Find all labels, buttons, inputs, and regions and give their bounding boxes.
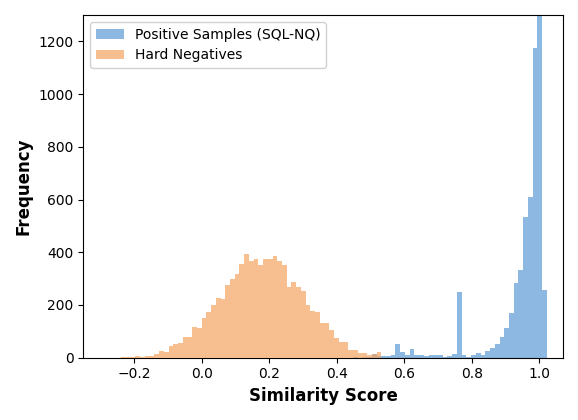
Bar bbox=[438, 354, 443, 358]
Bar bbox=[150, 356, 154, 358]
Bar bbox=[447, 356, 452, 358]
Bar bbox=[334, 338, 339, 358]
Bar bbox=[197, 328, 202, 358]
Bar bbox=[145, 356, 150, 358]
Bar bbox=[353, 350, 358, 358]
Bar bbox=[362, 357, 367, 358]
Bar bbox=[414, 355, 419, 358]
Bar bbox=[140, 357, 145, 358]
Bar bbox=[443, 357, 447, 358]
Bar bbox=[410, 349, 414, 358]
Bar bbox=[169, 346, 173, 358]
Bar bbox=[225, 286, 230, 358]
Bar bbox=[230, 278, 235, 358]
Bar bbox=[376, 356, 381, 358]
Bar bbox=[471, 354, 476, 358]
Bar bbox=[343, 342, 348, 358]
Bar bbox=[532, 48, 538, 358]
Bar bbox=[263, 260, 268, 358]
Bar bbox=[504, 328, 509, 358]
Bar bbox=[457, 292, 462, 358]
Bar bbox=[164, 352, 169, 358]
Bar bbox=[187, 337, 192, 358]
Bar bbox=[154, 354, 159, 358]
Bar bbox=[216, 298, 221, 358]
Bar bbox=[376, 352, 381, 358]
Bar bbox=[419, 355, 424, 358]
Bar bbox=[126, 357, 131, 358]
Bar bbox=[301, 291, 306, 358]
Bar bbox=[538, 0, 542, 358]
Bar bbox=[362, 353, 367, 358]
Bar bbox=[202, 318, 206, 358]
Bar bbox=[367, 355, 372, 358]
Bar bbox=[235, 274, 239, 358]
Bar bbox=[386, 356, 391, 358]
Bar bbox=[428, 355, 434, 358]
Bar bbox=[258, 265, 263, 358]
Bar bbox=[424, 356, 428, 358]
Bar bbox=[434, 355, 438, 358]
Bar bbox=[452, 354, 457, 358]
Bar bbox=[277, 261, 282, 358]
Bar bbox=[480, 354, 486, 358]
Bar bbox=[287, 286, 291, 358]
Bar bbox=[249, 262, 254, 358]
Bar bbox=[528, 197, 532, 358]
Bar bbox=[405, 355, 410, 358]
Bar bbox=[339, 342, 343, 358]
Bar bbox=[254, 260, 258, 358]
Bar bbox=[348, 349, 353, 358]
Bar bbox=[372, 354, 376, 358]
Bar bbox=[320, 323, 325, 358]
Bar bbox=[306, 305, 310, 358]
Bar bbox=[381, 356, 386, 358]
Bar bbox=[514, 283, 518, 358]
Bar bbox=[542, 290, 547, 358]
X-axis label: Similarity Score: Similarity Score bbox=[249, 387, 398, 405]
Bar bbox=[518, 270, 523, 358]
Bar bbox=[495, 344, 499, 358]
Bar bbox=[329, 330, 334, 358]
Bar bbox=[310, 311, 315, 358]
Bar bbox=[221, 299, 225, 358]
Bar bbox=[183, 337, 187, 358]
Bar bbox=[476, 353, 480, 358]
Bar bbox=[372, 354, 376, 358]
Bar bbox=[367, 357, 372, 358]
Bar bbox=[499, 337, 504, 358]
Bar bbox=[400, 352, 405, 358]
Bar bbox=[325, 323, 329, 358]
Bar bbox=[509, 313, 514, 358]
Bar bbox=[282, 265, 287, 358]
Bar bbox=[466, 357, 471, 358]
Bar bbox=[192, 327, 197, 358]
Bar bbox=[159, 351, 164, 358]
Bar bbox=[296, 287, 301, 358]
Legend: Positive Samples (SQL-NQ), Hard Negatives: Positive Samples (SQL-NQ), Hard Negative… bbox=[90, 22, 326, 68]
Bar bbox=[358, 353, 362, 358]
Bar bbox=[273, 256, 277, 358]
Y-axis label: Frequency: Frequency bbox=[15, 138, 33, 235]
Bar bbox=[391, 355, 395, 358]
Bar bbox=[486, 351, 490, 358]
Bar bbox=[173, 344, 178, 358]
Bar bbox=[315, 312, 320, 358]
Bar bbox=[135, 356, 140, 358]
Bar bbox=[523, 217, 528, 358]
Bar bbox=[178, 344, 183, 358]
Bar bbox=[268, 259, 273, 358]
Bar bbox=[239, 265, 244, 358]
Bar bbox=[462, 355, 466, 358]
Bar bbox=[244, 254, 249, 358]
Bar bbox=[206, 312, 211, 358]
Bar bbox=[395, 344, 400, 358]
Bar bbox=[291, 282, 296, 358]
Bar bbox=[211, 305, 216, 358]
Bar bbox=[490, 349, 495, 358]
